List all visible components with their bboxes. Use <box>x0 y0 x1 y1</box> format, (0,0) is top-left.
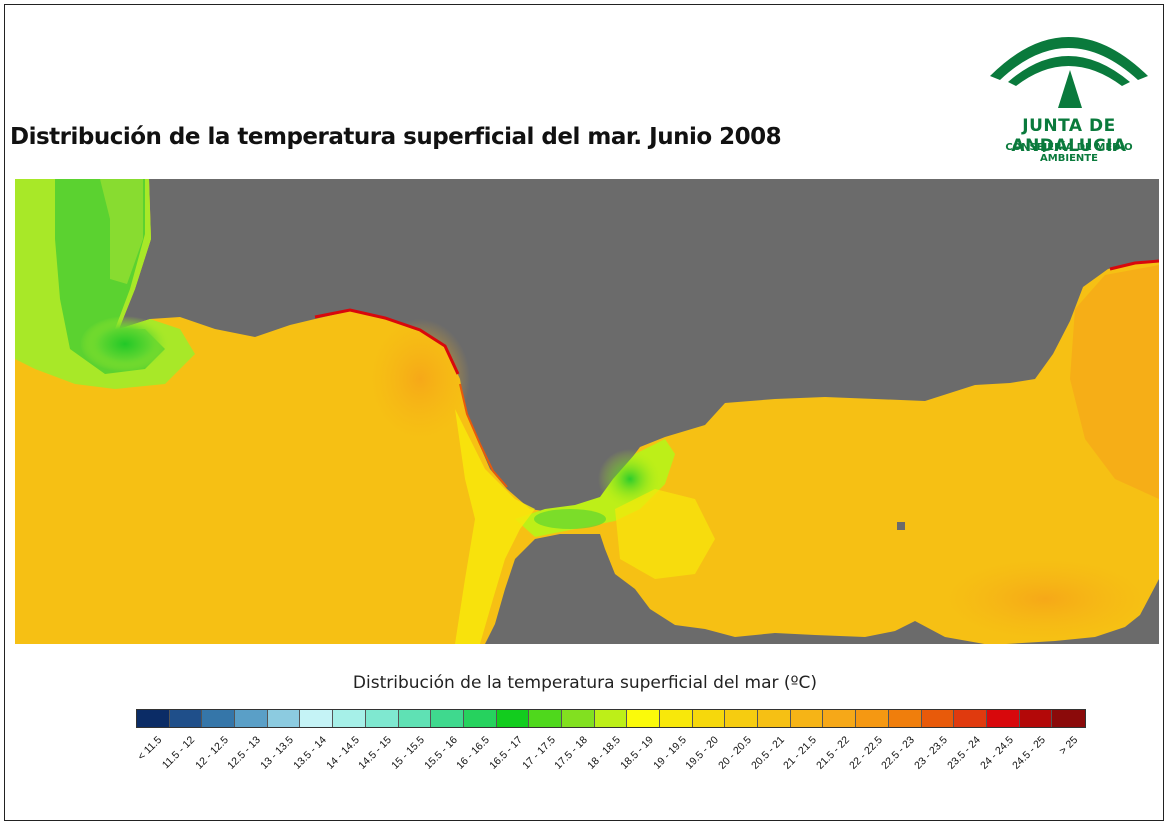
legend-swatch <box>137 710 170 727</box>
warm-zone-south <box>945 559 1145 639</box>
legend-swatch <box>986 710 1020 727</box>
legend-label: 16.5 - 17 <box>487 734 525 772</box>
legend-labels: < 11.5 11.5 - 12 12 - 12.5 12.5 - 13 13 - 13… <box>136 728 1086 788</box>
legend-label: 24 - 24.5 <box>977 734 1016 772</box>
logo-subtitle: CONSEJERÍA DE MEDIO AMBIENTE <box>1005 142 1133 164</box>
legend-swatch <box>954 710 987 727</box>
legend-swatch <box>627 710 660 727</box>
page-frame <box>4 4 1164 821</box>
legend-swatch <box>758 710 791 727</box>
page-title: Distribución de la temperatura superfici… <box>10 124 782 150</box>
warm-zone-alboran-east <box>1070 265 1159 499</box>
yellow-zone-alboran <box>615 489 715 579</box>
junta-andalucia-logo: JUNTA DE ANDALUCIA CONSEJERÍA DE MEDIO A… <box>978 12 1160 164</box>
legend-swatch <box>790 710 824 727</box>
legend-swatch <box>888 710 922 727</box>
legend-swatch <box>725 710 759 727</box>
warm-coastal-fringe-cadiz <box>459 383 508 488</box>
legend-label: 15 - 15.5 <box>389 734 427 772</box>
legend-color-bar <box>136 709 1086 728</box>
legend-label: 11.5 - 12 <box>159 734 198 772</box>
legend-swatch <box>823 710 857 727</box>
legend-swatch <box>692 710 726 727</box>
warm-coastal-fringe-east <box>1109 259 1159 271</box>
atlantic-sea <box>15 179 1159 644</box>
legend-label: 23 - 23.5 <box>912 734 951 772</box>
legend-swatch <box>496 710 530 727</box>
legend-swatch <box>561 710 595 727</box>
legend-title: Distribución de la temperatura superfici… <box>352 673 818 693</box>
warm-zone-coast <box>370 319 470 439</box>
legend-label: 18.5 - 19 <box>617 734 656 772</box>
legend-label: 22 - 22.5 <box>846 734 885 772</box>
legend-label: 16 - 16.5 <box>454 734 493 772</box>
legend-swatch <box>463 710 497 727</box>
legend-label: 17.5 - 18 <box>552 734 591 772</box>
legend-label: 22.5 - 23 <box>879 734 918 772</box>
legend-swatch <box>235 710 268 727</box>
legend-swatch <box>594 710 628 727</box>
legend-swatch <box>267 710 301 727</box>
cold-zone-strip <box>100 179 143 284</box>
warm-coastal-fringe-huelva <box>314 308 460 375</box>
legend-label: 18 - 18.5 <box>585 734 624 772</box>
land-islet <box>897 522 905 530</box>
legend-swatch <box>300 710 334 727</box>
legend-label: 15.5 - 16 <box>421 734 460 772</box>
legend-label: > 25 <box>1057 734 1081 758</box>
legend-label: 20 - 20.5 <box>716 734 754 772</box>
legend-swatch <box>660 710 693 727</box>
legend-label: 21.5 - 22 <box>814 734 852 772</box>
legend-label: 14 - 14.5 <box>323 734 362 772</box>
legend-swatch <box>856 710 889 727</box>
logo-name: JUNTA DE ANDALUCIA <box>1011 116 1127 156</box>
legend-swatch <box>529 710 562 727</box>
legend-label: 12.5 - 13 <box>225 734 264 772</box>
legend-label: 19 - 19.5 <box>650 734 689 772</box>
legend-swatch <box>431 710 464 727</box>
legend-swatch <box>169 710 203 727</box>
legend-label: 17 - 17.5 <box>519 734 558 772</box>
logo-emblem-icon <box>990 37 1148 108</box>
legend-label: 14.5 - 15 <box>356 734 395 772</box>
legend-label: 12 - 12.5 <box>192 734 231 772</box>
legend-swatch <box>333 710 366 727</box>
legend-label: 24.5 - 25 <box>1010 734 1049 772</box>
cold-zone-cabo-san-vicente <box>80 316 170 372</box>
legend-swatch <box>1019 710 1053 727</box>
legend-label: < 11.5 <box>135 734 165 763</box>
legend-label: 21 - 21.5 <box>781 734 820 772</box>
legend-label: 20.5 - 21 <box>748 734 787 772</box>
legend-swatch <box>398 710 432 727</box>
legend-swatch <box>921 710 955 727</box>
legend-swatch <box>1052 710 1085 727</box>
yellow-zone-cadiz <box>455 409 535 644</box>
legend-swatch <box>365 710 399 727</box>
legend-label: 23.5 - 24 <box>944 734 983 772</box>
legend-label: 19.5 - 20 <box>683 734 722 772</box>
legend-label: 13.5 - 14 <box>290 734 329 772</box>
cold-zone-strait-narrow <box>534 509 606 529</box>
legend-swatch <box>202 710 236 727</box>
legend-label: 13 - 13.5 <box>258 734 297 772</box>
sea-temperature-map <box>15 179 1159 644</box>
